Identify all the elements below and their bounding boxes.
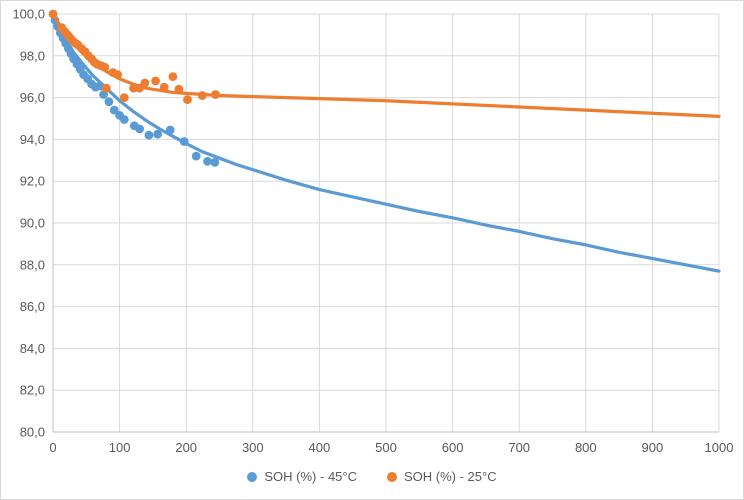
scatter-point[interactable] — [100, 62, 110, 72]
x-tick-label: 100 — [109, 440, 131, 455]
y-tick-label: 100,0 — [12, 7, 45, 22]
series-soh-25c[interactable] — [48, 9, 721, 119]
x-tick-label: 1000 — [705, 440, 734, 455]
x-tick-label: 600 — [442, 440, 464, 455]
chart-legend: SOH (%) - 45°C SOH (%) - 25°C — [1, 469, 743, 484]
y-tick-label: 88,0 — [20, 257, 45, 272]
x-tick-label: 700 — [508, 440, 530, 455]
y-tick-label: 82,0 — [20, 383, 45, 398]
scatter-point[interactable] — [197, 91, 207, 100]
legend-label-45c: SOH (%) - 45°C — [264, 469, 357, 484]
x-tick-label: 0 — [49, 440, 56, 455]
legend-label-25c: SOH (%) - 25°C — [404, 469, 497, 484]
legend-marker-45c-icon — [247, 471, 258, 482]
scatter-point[interactable] — [151, 76, 161, 86]
gridlines — [52, 13, 720, 433]
scatter-point[interactable] — [119, 115, 129, 124]
y-tick-label: 80,0 — [20, 425, 45, 440]
x-tick-label: 200 — [175, 440, 197, 455]
scatter-point[interactable] — [191, 151, 201, 161]
scatter-point[interactable] — [153, 129, 163, 139]
x-tick-label: 300 — [242, 440, 264, 455]
x-tick-label: 500 — [375, 440, 397, 455]
scatter-point[interactable] — [113, 70, 122, 79]
y-tick-label: 96,0 — [20, 90, 45, 105]
y-tick-label: 86,0 — [20, 299, 45, 314]
y-tick-label: 94,0 — [20, 132, 45, 147]
scatter-point[interactable] — [101, 83, 111, 93]
y-tick-label: 84,0 — [20, 341, 45, 356]
scatter-point[interactable] — [211, 90, 220, 99]
x-tick-label: 800 — [575, 440, 597, 455]
scatter-point[interactable] — [179, 137, 189, 146]
y-tick-label: 92,0 — [20, 174, 45, 189]
scatter-point[interactable] — [135, 124, 145, 134]
axis-tick-labels: 80,0 82,0 84,0 86,0 88,0 90,0 92,0 94,0 96,0 98,0… — [12, 7, 733, 456]
scatter-point[interactable] — [203, 156, 212, 166]
series-soh-45c[interactable] — [50, 12, 721, 273]
scatter-point[interactable] — [104, 97, 114, 107]
scatter-point[interactable] — [140, 78, 150, 88]
scatter-point[interactable] — [168, 72, 178, 82]
scatter-point[interactable] — [48, 9, 58, 19]
y-tick-label: 98,0 — [20, 48, 45, 63]
scatter-point[interactable] — [144, 130, 154, 140]
legend-item-soh-25c[interactable]: SOH (%) - 25°C — [387, 469, 497, 484]
scatter-point[interactable] — [159, 82, 169, 92]
scatter-point[interactable] — [119, 93, 129, 102]
scatter-point[interactable] — [174, 84, 184, 94]
scatter-point[interactable] — [183, 95, 192, 105]
scatter-point[interactable] — [95, 81, 104, 91]
scatter-point[interactable] — [165, 125, 175, 135]
x-tick-label: 400 — [309, 440, 331, 455]
x-tick-label: 900 — [642, 440, 664, 455]
legend-marker-25c-icon — [387, 471, 397, 482]
legend-item-soh-45c[interactable]: SOH (%) - 45°C — [247, 469, 357, 484]
scatter-point[interactable] — [210, 158, 220, 167]
y-tick-label: 90,0 — [20, 216, 45, 231]
